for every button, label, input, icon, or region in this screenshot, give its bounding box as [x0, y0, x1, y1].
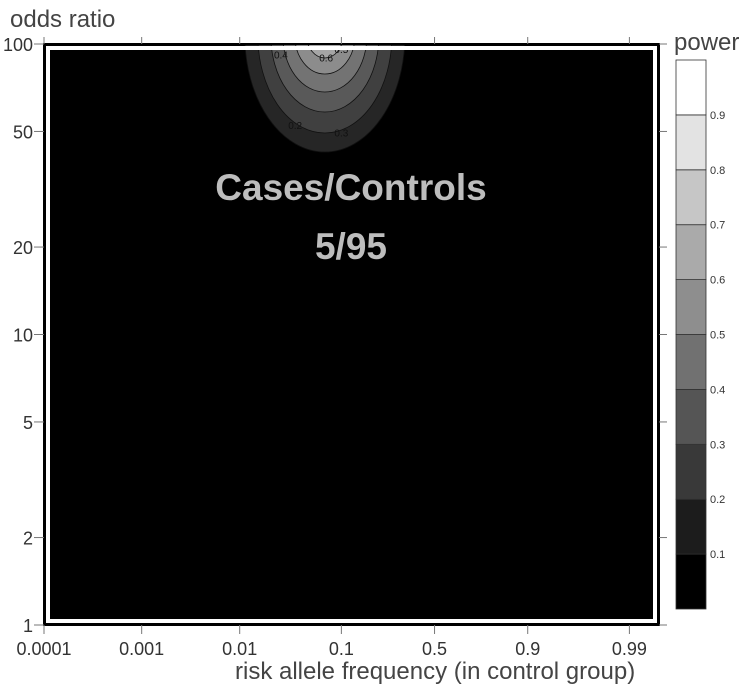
colorbar-swatch: [675, 553, 707, 610]
colorbar-swatch: [675, 388, 707, 445]
x-tick-label: 0.99: [612, 639, 647, 659]
colorbar-swatch: [675, 334, 707, 390]
x-tick-label: 0.5: [422, 639, 447, 659]
colorbar-swatch: [675, 279, 707, 335]
y-tick-label: 100: [3, 35, 33, 55]
contour-label: 0.2: [288, 121, 302, 132]
y-tick-label: 20: [13, 238, 33, 258]
contour-label: 0.3: [334, 129, 348, 140]
y-tick-label: 1: [23, 616, 33, 636]
contour-label: 0.4: [274, 51, 288, 62]
y-axis-title: odds ratio: [10, 6, 116, 33]
x-axis-title: risk allele frequency (in control group): [235, 658, 636, 685]
y-tick-label: 2: [23, 529, 33, 549]
colorbar-swatch: [675, 114, 707, 171]
colorbar-swatch: [675, 498, 707, 555]
x-tick-label: 0.9: [515, 639, 540, 659]
overlay-ratio: 5/95: [314, 226, 387, 267]
x-tick-label: 0.001: [119, 639, 164, 659]
x-tick-label: 0.1: [329, 639, 354, 659]
colorbar-tick-label: 0.4: [710, 384, 725, 396]
overlay-cases-controls: Cases/Controls: [215, 167, 487, 208]
colorbar-swatch: [675, 443, 707, 500]
contour-label: 0.5: [334, 45, 348, 56]
colorbar-tick-label: 0.8: [710, 165, 725, 177]
colorbar-swatch: [675, 169, 707, 226]
colorbar-swatch: [675, 224, 707, 280]
colorbar-tick-label: 0.7: [710, 220, 725, 232]
y-tick-label: 5: [23, 413, 33, 433]
x-tick-label: 0.0001: [16, 639, 71, 659]
y-tick-label: 50: [13, 122, 33, 142]
power-band-0-5: [295, 44, 355, 75]
colorbar-swatch: [675, 59, 707, 116]
colorbar-tick-label: 0.2: [710, 494, 725, 506]
colorbar-tick-label: 0.9: [710, 110, 725, 122]
colorbar-tick-label: 0.5: [710, 330, 725, 342]
colorbar-tick-label: 0.3: [710, 439, 725, 451]
plot-frame-inner: [46, 46, 657, 623]
colorbar-tick-label: 0.1: [710, 549, 725, 561]
contour-label: 0.6: [319, 54, 333, 65]
x-tick-label: 0.01: [222, 639, 257, 659]
y-tick-label: 10: [13, 326, 33, 346]
colorbar-title: power: [674, 29, 740, 56]
colorbar-tick-label: 0.6: [710, 275, 725, 287]
